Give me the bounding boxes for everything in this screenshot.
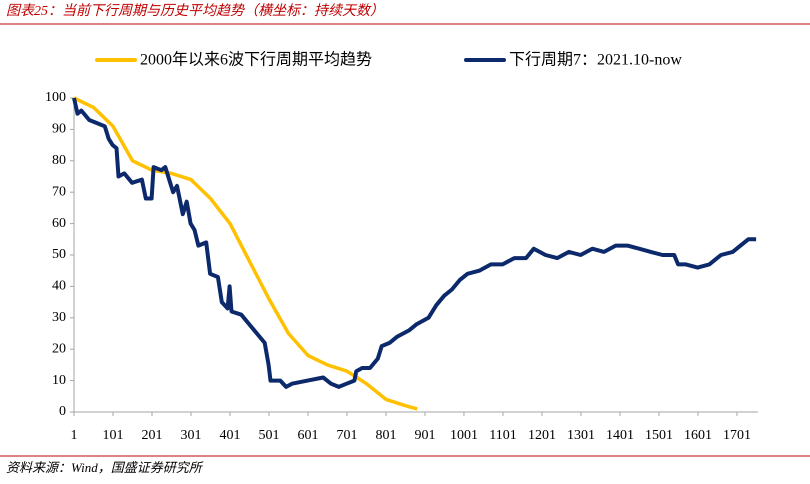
- x-tick-label: 401: [219, 428, 240, 443]
- y-tick-label: 90: [52, 122, 66, 137]
- y-tick-label: 80: [52, 153, 66, 168]
- y-tick-label: 10: [52, 373, 66, 388]
- x-tick-label: 201: [141, 428, 162, 443]
- x-tick-label: 701: [336, 428, 357, 443]
- y-tick-label: 40: [52, 279, 66, 294]
- y-tick-label: 30: [52, 310, 66, 325]
- y-tick-label: 60: [52, 216, 66, 231]
- x-tick-label: 1101: [489, 428, 516, 443]
- legend-label: 2000年以来6波下行周期平均趋势: [140, 51, 372, 69]
- y-tick-label: 0: [59, 404, 66, 419]
- x-tick-label: 501: [258, 428, 279, 443]
- chart-title: 图表25：当前下行周期与历史平均趋势（横坐标：持续天数）: [6, 3, 384, 19]
- y-tick-label: 100: [45, 90, 66, 105]
- y-tick-label: 70: [52, 184, 66, 199]
- x-tick-label: 1201: [528, 428, 556, 443]
- x-tick-label: 1501: [645, 428, 673, 443]
- x-tick-label: 1301: [567, 428, 595, 443]
- legend-label: 下行周期7：2021.10-now: [509, 51, 682, 69]
- x-tick-label: 901: [414, 428, 435, 443]
- y-tick-label: 20: [52, 341, 66, 356]
- series-line: [72, 97, 757, 389]
- series-line: [73, 96, 418, 411]
- x-tick-label: 101: [102, 428, 123, 443]
- x-tick-label: 1701: [723, 428, 751, 443]
- x-tick-label: 1: [71, 428, 78, 443]
- source: 资料来源：Wind，国盛证券研究所: [6, 460, 204, 475]
- x-tick-label: 1401: [606, 428, 634, 443]
- x-tick-label: 301: [180, 428, 201, 443]
- x-tick-label: 601: [297, 428, 318, 443]
- y-tick-label: 50: [52, 247, 66, 262]
- x-tick-label: 1601: [684, 428, 712, 443]
- x-tick-label: 1001: [450, 428, 478, 443]
- x-tick-label: 801: [375, 428, 396, 443]
